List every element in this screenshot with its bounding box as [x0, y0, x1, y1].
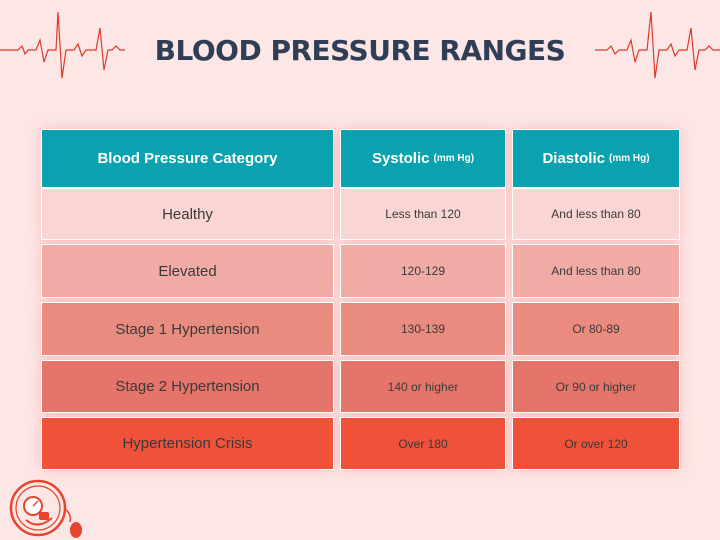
row-stage1-category: Stage 1 Hypertension — [41, 302, 334, 356]
ecg-line-icon — [0, 11, 125, 79]
row-elevated-systolic: 120-129 — [340, 244, 506, 298]
row-stage2-category: Stage 2 Hypertension — [41, 360, 334, 413]
ecg-line-icon — [595, 11, 720, 79]
blood-pressure-gauge-icon — [9, 479, 82, 538]
page-title: BLOOD PRESSURE RANGES — [154, 34, 566, 67]
header-systolic-label: Systolic — [371, 150, 430, 167]
header-systolic: Systolic (mm Hg) — [340, 129, 506, 188]
header-category: Blood Pressure Category — [41, 129, 334, 188]
row-stage2-diastolic: Or 90 or higher — [512, 360, 680, 413]
row-healthy-category: Healthy — [41, 188, 334, 240]
row-stage2-systolic: 140 or higher — [340, 360, 506, 413]
row-crisis-category: Hypertension Crisis — [41, 417, 334, 470]
row-healthy-diastolic: And less than 80 — [512, 188, 680, 240]
header-diastolic: Diastolic (mm Hg) — [512, 129, 680, 188]
row-healthy-systolic: Less than 120 — [340, 188, 506, 240]
header-diastolic-label: Diastolic — [542, 150, 605, 167]
row-stage1-systolic: 130-139 — [340, 302, 506, 356]
row-crisis-systolic: Over 180 — [340, 417, 506, 470]
header-category-label: Blood Pressure Category — [97, 150, 278, 167]
row-elevated-category: Elevated — [41, 244, 334, 298]
row-stage1-diastolic: Or 80-89 — [512, 302, 680, 356]
row-elevated-diastolic: And less than 80 — [512, 244, 680, 298]
row-crisis-diastolic: Or over 120 — [512, 417, 680, 470]
blood-pressure-table: Blood Pressure Category Systolic (mm Hg) … — [41, 129, 680, 470]
header-diastolic-unit: (mm Hg) — [608, 153, 650, 164]
header-systolic-unit: (mm Hg) — [433, 153, 475, 164]
